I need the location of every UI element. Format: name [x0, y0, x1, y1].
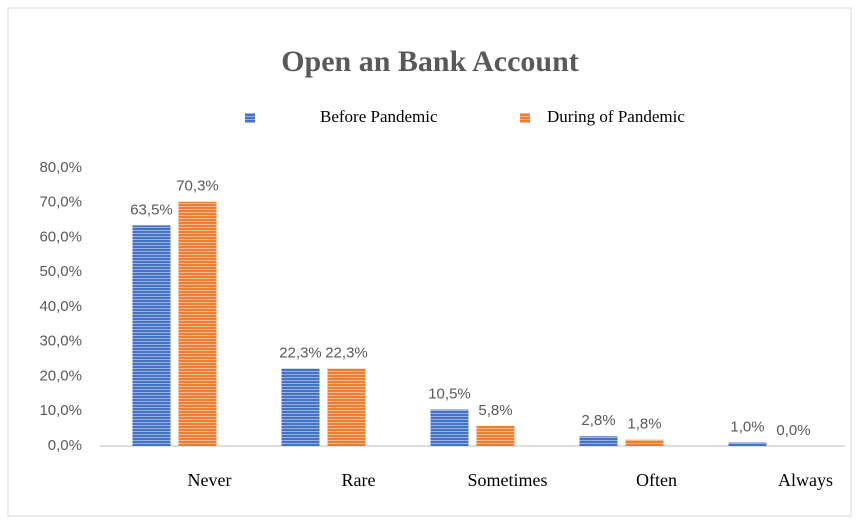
data-label: 1,8%: [627, 416, 661, 433]
y-tick-label: 30,0%: [39, 333, 82, 350]
x-tick-label: Often: [636, 470, 677, 490]
y-tick-label: 40,0%: [39, 298, 82, 315]
data-label: 2,8%: [581, 412, 615, 429]
chart-title: Open an Bank Account: [281, 45, 579, 78]
y-tick-label: 0,0%: [48, 437, 82, 454]
data-label: 10,5%: [428, 385, 471, 402]
bar: [178, 201, 217, 446]
x-tick-label: Rare: [342, 470, 376, 490]
data-label: 63,5%: [130, 201, 173, 218]
legend-label: During of Pandemic: [547, 107, 685, 126]
y-tick-label: 60,0%: [39, 228, 82, 245]
bar: [430, 409, 469, 446]
x-tick-label: Always: [778, 470, 833, 490]
legend-label: Before Pandemic: [320, 107, 438, 126]
bar: [327, 368, 366, 446]
legend-swatch: [520, 113, 530, 123]
bar: [476, 425, 515, 446]
bar: [281, 368, 320, 446]
y-tick-label: 50,0%: [39, 263, 82, 280]
y-tick-label: 70,0%: [39, 194, 82, 211]
data-label: 5,8%: [478, 402, 512, 419]
bar: [132, 225, 171, 446]
data-label: 1,0%: [730, 418, 764, 435]
y-tick-label: 80,0%: [39, 159, 82, 176]
y-tick-label: 20,0%: [39, 367, 82, 384]
x-tick-label: Sometimes: [468, 470, 548, 490]
bar: [625, 439, 664, 446]
data-label: 0,0%: [776, 422, 810, 439]
data-label: 22,3%: [279, 344, 322, 361]
bar: [579, 436, 618, 446]
data-label: 70,3%: [176, 178, 219, 195]
y-tick-label: 10,0%: [39, 402, 82, 419]
legend-swatch: [245, 113, 255, 123]
x-tick-label: Never: [188, 470, 232, 490]
data-label: 22,3%: [325, 344, 368, 361]
bar: [728, 442, 767, 446]
